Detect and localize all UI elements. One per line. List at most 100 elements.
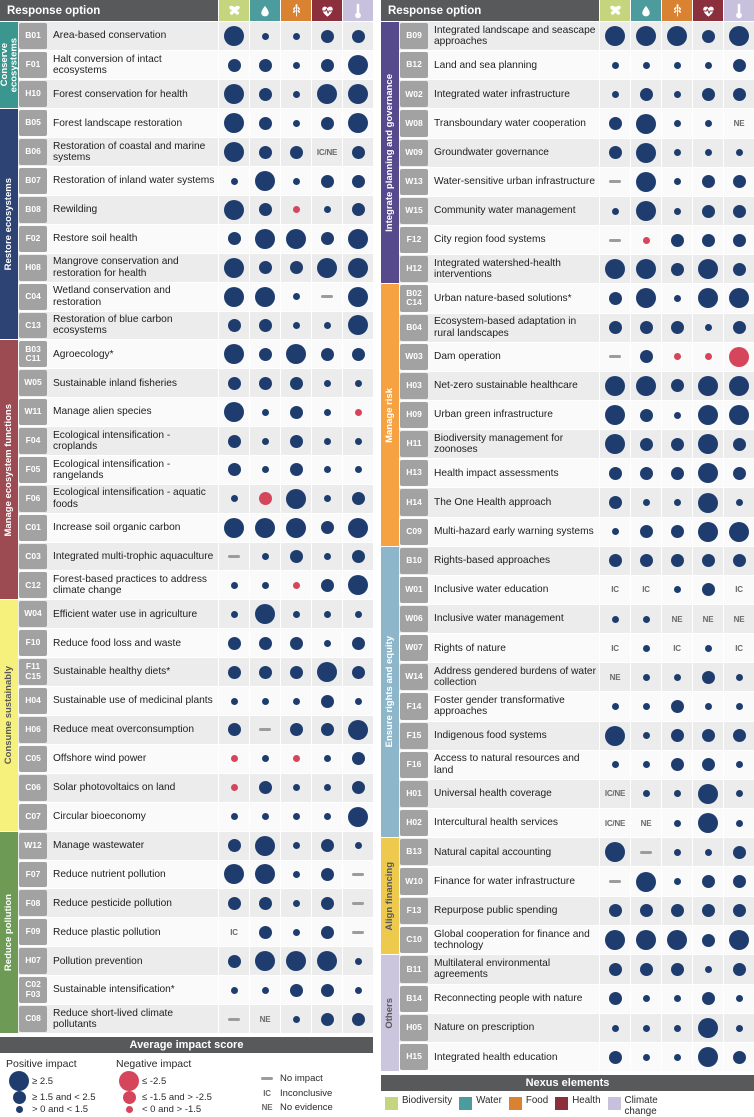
impact-cell-food: [280, 1005, 311, 1034]
impact-dot: [348, 55, 368, 76]
impact-dot: [320, 925, 334, 939]
impact-dot: [255, 171, 275, 192]
response-row: H14 The One Health approach: [399, 488, 754, 518]
impact-cell-biodiversity: [599, 838, 630, 867]
impact-dot: [354, 610, 362, 618]
impact-cell-biodiversity: [599, 605, 630, 634]
impact-cell-health: [692, 342, 723, 371]
impact-dot: [608, 904, 622, 918]
impact-dot: [704, 644, 712, 652]
impact-dot: [732, 321, 746, 335]
impact-dot: [605, 842, 625, 863]
impact-cell-health: [311, 282, 342, 311]
impact-cell-food: [661, 750, 692, 779]
impact-cell-water: [249, 976, 280, 1005]
response-row: H02 Intercultural health services IC/NE NE: [399, 808, 754, 838]
impact-dot: [292, 581, 300, 589]
impact-cell-climate-change: [723, 284, 754, 313]
impact-cell-health: [692, 284, 723, 313]
impact-dot: [351, 781, 365, 795]
impact-dot: [673, 353, 681, 361]
impact-cell-food: [280, 744, 311, 773]
nexus-legend-label: Climate change: [624, 1095, 658, 1117]
response-code: H07: [19, 948, 47, 975]
response-code: W02: [400, 81, 428, 108]
response-label: Global cooperation for finance and techn…: [434, 928, 590, 952]
impact-cell-water: [249, 744, 280, 773]
impact-dot: [348, 286, 368, 307]
impact-dot: [317, 84, 337, 105]
response-label: Integrated landscape and seascape approa…: [434, 24, 596, 48]
impact-dot: [670, 904, 684, 918]
impact-cell-food: [661, 430, 692, 459]
impact-cell-water: [249, 340, 280, 369]
impact-dot: [323, 553, 331, 561]
impact-dot: [704, 702, 712, 710]
impact-cell-food: [280, 715, 311, 744]
nexus-column-header-climate-change: [723, 0, 754, 21]
impact-cell-climate-change: [723, 663, 754, 692]
response-row: C10 Global cooperation for finance and te…: [399, 926, 754, 955]
impact-cell-climate-change: [342, 831, 373, 860]
impact-cell-biodiversity: [599, 459, 630, 488]
impact-dot: [732, 233, 746, 247]
impact-dot: [701, 933, 715, 947]
nexus-column-header-food: [280, 0, 311, 21]
legend-label: < 0 and > -1.5: [142, 1104, 202, 1115]
impact-cell-biodiversity: [218, 542, 249, 571]
impact-cell-food: [280, 253, 311, 282]
impact-cell-biodiversity: [218, 51, 249, 80]
response-code: B10: [400, 547, 428, 574]
nexus-legend-item: Climate change: [607, 1095, 673, 1117]
response-code: H15: [400, 1044, 428, 1071]
impact-dot: [323, 784, 331, 792]
impact-dot: [224, 286, 244, 307]
impact-dot: [608, 466, 622, 480]
impact-dot: [351, 347, 365, 361]
response-label: Rights of nature: [434, 642, 506, 654]
impact-dot: [732, 1050, 746, 1064]
impact-dot: [224, 199, 244, 220]
impact-cell-health: [311, 715, 342, 744]
impact-dot: [320, 839, 334, 853]
impact-dot: [227, 434, 241, 448]
impact-dot: [701, 904, 715, 918]
response-row: B01 Area-based conservation: [18, 22, 373, 52]
impact-dot: [636, 142, 656, 163]
response-row: F11 C15 Sustainable healthy diets*: [18, 658, 373, 688]
response-label: Integrated health education: [434, 1051, 558, 1063]
impact-cell-water: [630, 692, 661, 721]
legend-row: IC Inconclusive: [254, 1086, 369, 1101]
group-label-text: Restore ecosystems: [3, 178, 15, 271]
impact-cell-health: [311, 687, 342, 715]
impact-cell-food: [280, 455, 311, 484]
impact-dot: [227, 58, 241, 72]
impact-cell-climate-change: [723, 51, 754, 80]
impact-cell-water: [249, 947, 280, 976]
impact-cell-climate-change: [723, 488, 754, 517]
impact-dot: [701, 729, 715, 743]
impact-cell-water: [249, 687, 280, 715]
impact-cell-biodiversity: [599, 138, 630, 167]
nexus-legend-item: Biodiversity: [385, 1096, 452, 1111]
nexus-elements-legend: Nexus elements Biodiversity Water Food Heal…: [381, 1072, 754, 1117]
impact-cell-health: [311, 398, 342, 427]
response-code: W10: [400, 868, 428, 895]
impact-dot: [698, 521, 718, 542]
impact-dot: [292, 813, 300, 821]
legend-row: ≤ -1.5 and > -2.5: [116, 1091, 254, 1104]
impact-dot: [673, 499, 681, 507]
impact-cell-water: [630, 284, 661, 313]
impact-dot: [230, 755, 238, 763]
impact-dot: [351, 665, 365, 679]
impact-cell-food: [280, 571, 311, 600]
impact-cell-biodiversity: [218, 311, 249, 340]
group-label-text: Manage ecosystem functions: [3, 403, 15, 537]
impact-dot: [292, 206, 300, 214]
impact-cell-climate-change: [342, 513, 373, 542]
impact-dot: [289, 550, 303, 564]
response-label: Ecological intensification - croplands: [53, 429, 171, 453]
response-code: C13: [19, 312, 47, 339]
impact-cell-health: [311, 427, 342, 455]
impact-dot: [227, 463, 241, 477]
